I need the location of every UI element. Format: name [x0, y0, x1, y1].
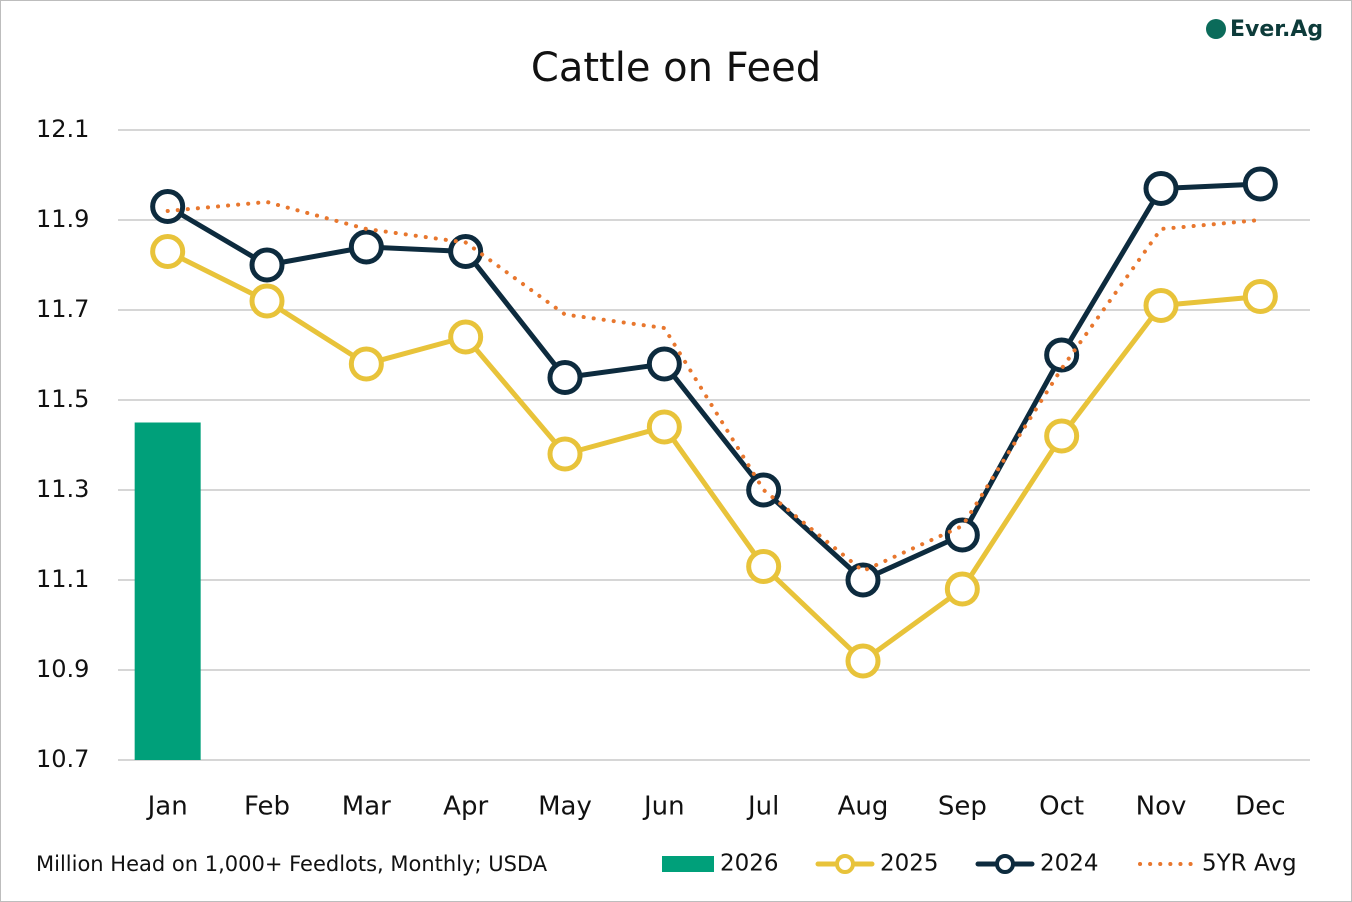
y-tick-label: 10.9: [36, 655, 89, 683]
marker: [845, 643, 881, 679]
y-tick-label: 12.1: [36, 115, 89, 143]
legend-marker: [995, 854, 1015, 874]
legend-label: 5YR Avg: [1202, 851, 1297, 877]
marker: [1242, 279, 1278, 314]
marker: [944, 571, 980, 607]
x-tick-label: Apr: [443, 792, 488, 822]
legend-label: 2024: [1040, 851, 1099, 877]
logo-icon: [1206, 19, 1226, 39]
marker: [845, 562, 881, 598]
marker: [348, 229, 384, 265]
marker: [1143, 288, 1179, 323]
x-tick-label: Jun: [642, 792, 685, 822]
marker: [646, 346, 682, 382]
marker: [944, 517, 980, 553]
marker: [150, 189, 186, 224]
marker: [249, 247, 285, 283]
legend-label: 2025: [880, 851, 939, 877]
x-tick-label: Aug: [838, 792, 889, 822]
x-tick-label: Feb: [244, 792, 290, 822]
legend-label: 2026: [720, 851, 779, 877]
marker: [1044, 337, 1080, 373]
x-tick-label: Sep: [938, 792, 987, 822]
y-tick-label: 10.7: [36, 745, 89, 773]
line: [165, 249, 1263, 664]
y-tick-label: 11.3: [36, 475, 89, 503]
marker: [646, 409, 682, 445]
y-tick-label: 11.7: [36, 295, 89, 323]
x-tick-label: Nov: [1136, 792, 1187, 822]
x-tick-label: Jan: [146, 792, 188, 822]
marker: [348, 346, 384, 382]
y-tick-label: 11.9: [36, 205, 89, 233]
legend-swatch: [662, 856, 714, 872]
marker: [1044, 418, 1080, 454]
marker: [448, 319, 484, 355]
x-tick-label: Oct: [1039, 792, 1084, 822]
marker: [746, 549, 782, 584]
bar: [134, 422, 201, 760]
x-tick-label: May: [538, 792, 592, 822]
x-tick-label: Jul: [746, 792, 779, 822]
chart-title: Cattle on Feed: [531, 45, 821, 91]
marker: [1242, 166, 1278, 202]
y-tick-label: 11.1: [36, 565, 89, 593]
legend-marker: [835, 854, 855, 874]
logo: Ever.Ag: [1230, 17, 1323, 42]
marker: [547, 436, 583, 472]
x-tick-label: Dec: [1235, 792, 1285, 822]
marker: [150, 234, 186, 269]
x-tick-label: Mar: [342, 792, 391, 822]
marker: [249, 283, 285, 319]
marker: [547, 360, 583, 395]
note: Million Head on 1,000+ Feedlots, Monthly…: [36, 852, 548, 876]
marker: [1143, 171, 1179, 206]
marker: [448, 234, 484, 269]
y-tick-label: 11.5: [36, 385, 89, 413]
